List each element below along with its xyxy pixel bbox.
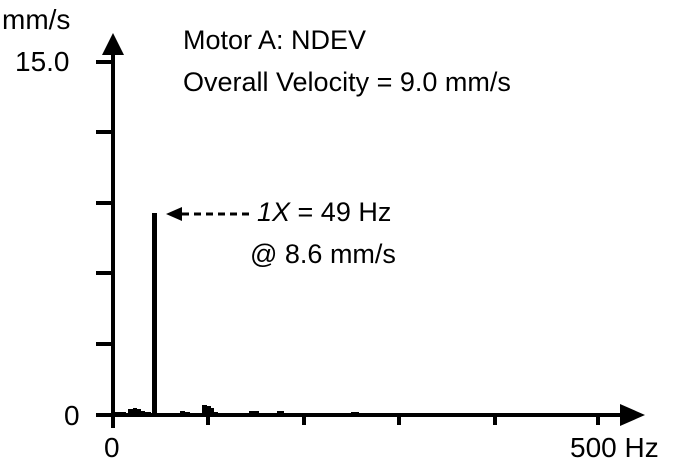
y-axis-unit-label: mm/s	[2, 4, 71, 35]
x-ticks	[111, 415, 600, 428]
annotation-arrow	[166, 207, 250, 221]
x-axis-arrow-icon	[620, 404, 645, 426]
annotation-1x-label: 1X	[257, 197, 291, 227]
peak-annotation-line2: @ 8.6 mm/s	[250, 239, 396, 269]
annotation-frequency: = 49 Hz	[290, 197, 392, 227]
arrow-left-icon	[166, 207, 182, 221]
y-axis-max-label: 15.0	[15, 46, 70, 77]
1x-peak-bar	[152, 213, 157, 415]
y-axis-min-label: 0	[64, 400, 80, 431]
y-axis-arrow-icon	[102, 33, 124, 55]
chart-subtitle: Overall Velocity = 9.0 mm/s	[183, 67, 511, 97]
spectrum-bars	[114, 405, 359, 415]
x-axis-min-label: 0	[104, 432, 120, 463]
chart-title: Motor A: NDEV	[183, 25, 367, 55]
y-ticks	[96, 60, 113, 417]
x-axis-max-label: 500 Hz	[570, 432, 659, 463]
peak-annotation-line1: 1X = 49 Hz	[257, 196, 391, 228]
